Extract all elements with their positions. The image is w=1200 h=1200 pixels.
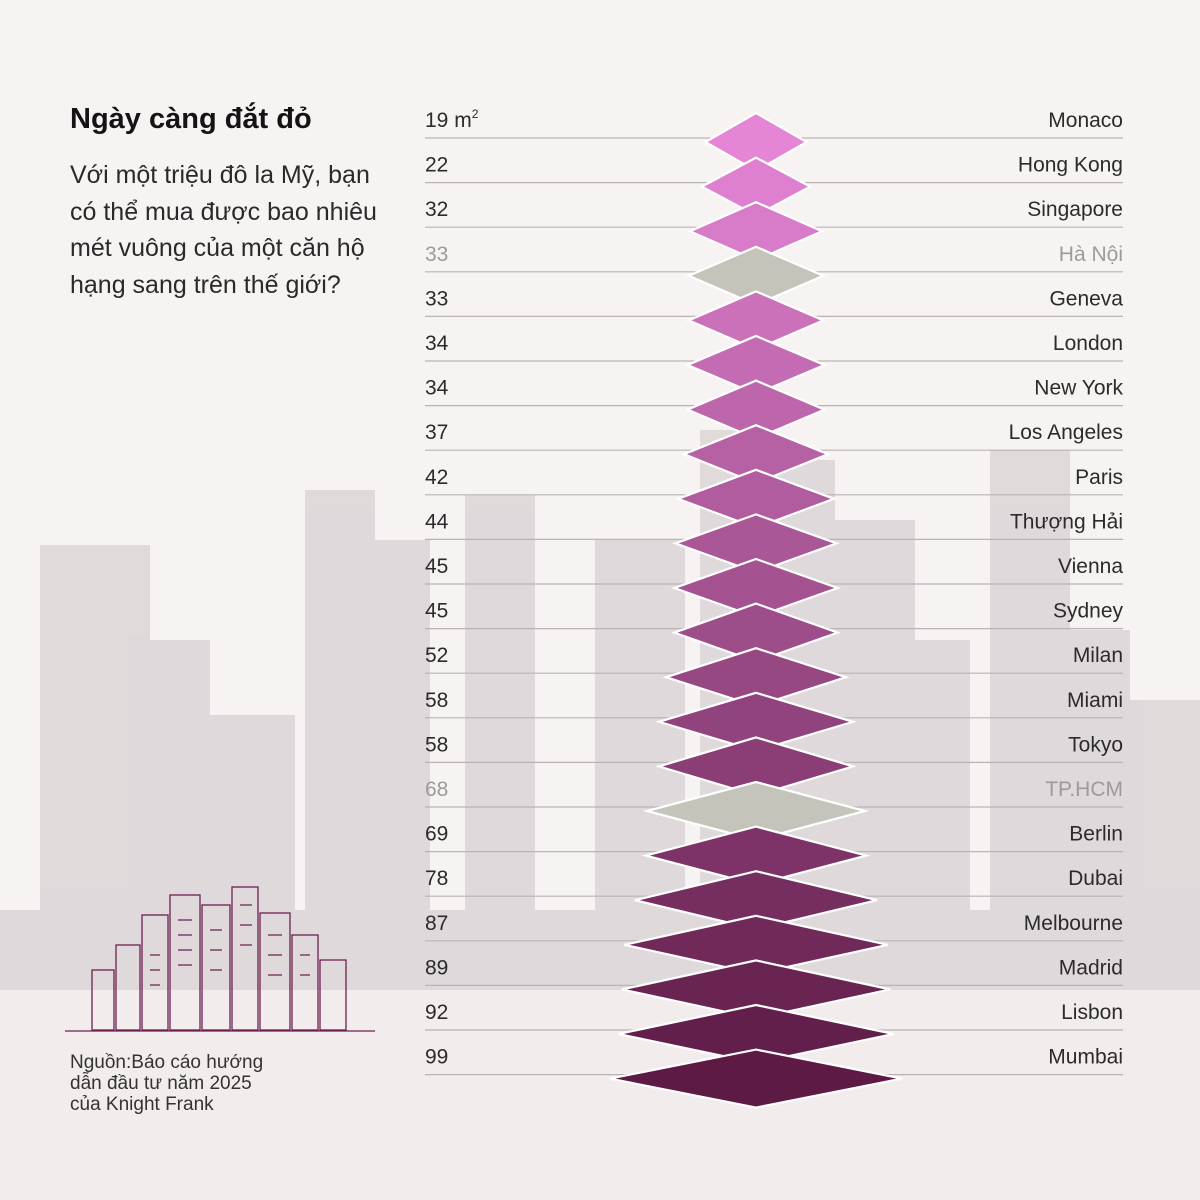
city-label-ha-noi: Hà Nội	[1059, 243, 1123, 266]
city-label-melbourne: Melbourne	[1024, 912, 1123, 935]
city-label-lisbon: Lisbon	[1061, 1001, 1123, 1024]
value-label-dubai: 78	[425, 867, 448, 890]
value-label-milan: 52	[425, 644, 448, 667]
value-label-miami: 58	[425, 689, 448, 712]
value-label-hong-kong: 22	[425, 154, 448, 177]
city-label-vienna: Vienna	[1058, 555, 1123, 578]
city-label-new-york: New York	[1034, 377, 1123, 400]
city-label-geneva: Geneva	[1049, 287, 1123, 310]
city-label-paris: Paris	[1075, 466, 1123, 489]
city-label-thuong-hai: Thượng Hải	[1010, 510, 1123, 533]
value-label-lisbon: 92	[425, 1001, 448, 1024]
chart-subtitle: Với một triệu đô la Mỹ, bạn có thể mua đ…	[70, 161, 377, 299]
city-label-los-angeles: Los Angeles	[1009, 421, 1123, 444]
value-label-geneva: 33	[425, 287, 448, 310]
city-label-mumbai: Mumbai	[1048, 1046, 1123, 1069]
city-label-milan: Milan	[1073, 644, 1123, 667]
value-label-vienna: 45	[425, 555, 448, 578]
city-sketch-illustration	[65, 886, 375, 1032]
value-label-madrid: 89	[425, 956, 448, 979]
city-label-tp-hcm: TP.HCM	[1045, 778, 1123, 801]
city-label-singapore: Singapore	[1027, 198, 1123, 221]
city-label-monaco: Monaco	[1048, 109, 1123, 132]
value-label-monaco: 19 m2	[425, 107, 479, 132]
value-label-ha-noi: 33	[425, 243, 448, 266]
value-label-tokyo: 58	[425, 733, 448, 756]
value-label-los-angeles: 37	[425, 421, 448, 444]
city-label-madrid: Madrid	[1059, 956, 1123, 979]
city-label-miami: Miami	[1067, 689, 1123, 712]
diamond-mumbai	[609, 1048, 903, 1109]
value-label-sydney: 45	[425, 600, 448, 623]
city-label-berlin: Berlin	[1069, 823, 1123, 846]
city-label-dubai: Dubai	[1068, 867, 1123, 890]
value-label-new-york: 34	[425, 377, 449, 400]
city-label-tokyo: Tokyo	[1068, 733, 1123, 756]
city-label-hong-kong: Hong Kong	[1018, 154, 1123, 177]
value-label-london: 34	[425, 332, 449, 355]
chart-title: Ngày càng đắt đỏ	[70, 103, 312, 135]
source-note: Nguồn:Báo cáo hướng dẫn đầu tư năm 2025 …	[70, 1052, 264, 1115]
value-label-mumbai: 99	[425, 1046, 448, 1069]
unit-superscript: 2	[472, 107, 479, 121]
value-label-paris: 42	[425, 466, 448, 489]
value-label-singapore: 32	[425, 198, 448, 221]
value-label-melbourne: 87	[425, 912, 448, 935]
city-label-london: London	[1053, 332, 1123, 355]
value-label-thuong-hai: 44	[425, 510, 449, 533]
value-label-berlin: 69	[425, 823, 448, 846]
value-label-tp-hcm: 68	[425, 778, 448, 801]
city-label-sydney: Sydney	[1053, 600, 1124, 623]
